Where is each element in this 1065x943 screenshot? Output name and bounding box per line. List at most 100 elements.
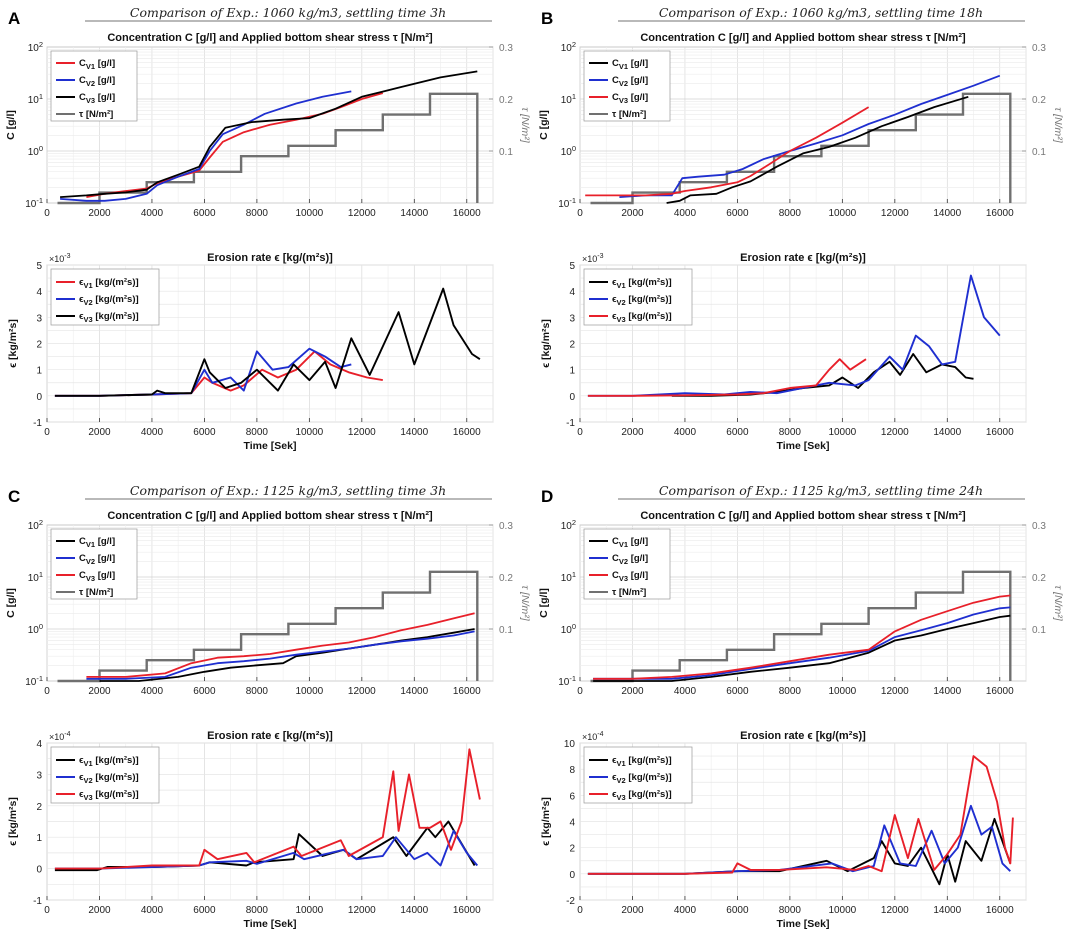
y-tick-label: 100 bbox=[28, 144, 43, 158]
x-tick-label: 0 bbox=[44, 208, 50, 219]
x-tick-label: 6000 bbox=[193, 686, 216, 697]
concentration-plot: Concentration C [g/l] and Applied bottom… bbox=[5, 510, 531, 697]
x-tick-label: 14000 bbox=[933, 686, 961, 697]
y-right-tick-label: 0.1 bbox=[1032, 147, 1046, 158]
y-tick-label: 10-1 bbox=[558, 196, 576, 210]
concentration-series-line-2 bbox=[60, 90, 352, 202]
y-axis-label: C [g/l] bbox=[5, 588, 17, 618]
x-tick-label: 2000 bbox=[621, 686, 644, 697]
x-axis-label: Time [Sek] bbox=[777, 918, 830, 930]
y-axis-label: C [g/l] bbox=[5, 110, 17, 140]
y-tick-label: 100 bbox=[561, 622, 576, 636]
legend-label: CV1 [g/l] bbox=[612, 58, 648, 71]
x-tick-label: 2000 bbox=[621, 208, 644, 219]
x-tick-label: 4000 bbox=[141, 686, 164, 697]
concentration-series-line-1 bbox=[593, 614, 1011, 682]
x-tick-label: 10000 bbox=[295, 208, 323, 219]
x-tick-label: 16000 bbox=[986, 427, 1014, 438]
x-axis-label: Time [Sek] bbox=[244, 918, 297, 930]
concentration-title: Concentration C [g/l] and Applied bottom… bbox=[107, 510, 433, 522]
y-right-axis-label: τ [N/m²] bbox=[1052, 107, 1064, 144]
y-right-tick-label: 0.3 bbox=[499, 43, 513, 54]
x-tick-label: 6000 bbox=[193, 208, 216, 219]
legend-label: τ [N/m²] bbox=[612, 587, 646, 598]
x-tick-label: 14000 bbox=[400, 427, 428, 438]
panel-D: D Comparison of Exp.: 1125 kg/m3, settlin… bbox=[538, 483, 1064, 930]
erosion-series-line-3 bbox=[54, 287, 481, 397]
legend-label: CV3 [g/l] bbox=[79, 570, 115, 583]
x-tick-label: 8000 bbox=[779, 427, 802, 438]
y-tick-label: 102 bbox=[561, 40, 576, 54]
x-tick-label: 10000 bbox=[295, 427, 323, 438]
panel-letter: D bbox=[541, 487, 553, 506]
y-axis-label: ϵ [kg/m²s] bbox=[7, 319, 19, 368]
y-tick-label: 100 bbox=[561, 144, 576, 158]
concentration-plot: Concentration C [g/l] and Applied bottom… bbox=[5, 32, 531, 219]
x-tick-label: 16000 bbox=[453, 427, 481, 438]
legend-label: CV1 [g/l] bbox=[79, 536, 115, 549]
y-tick-label: 1 bbox=[36, 366, 42, 377]
y-tick-label: 4 bbox=[569, 818, 575, 829]
x-tick-label: 12000 bbox=[348, 686, 376, 697]
legend-label: τ [N/m²] bbox=[79, 109, 113, 120]
y-tick-label: 10-1 bbox=[25, 196, 43, 210]
y-right-tick-label: 0.1 bbox=[499, 147, 513, 158]
x-tick-label: 2000 bbox=[621, 905, 644, 916]
x-tick-label: 4000 bbox=[674, 208, 697, 219]
erosion-series-line-3 bbox=[54, 748, 481, 870]
y-tick-label: 102 bbox=[28, 40, 43, 54]
legend-label: ϵV3 [kg/(m²s)] bbox=[79, 311, 139, 324]
concentration-title: Concentration C [g/l] and Applied bottom… bbox=[640, 510, 966, 522]
concentration-series-line-3 bbox=[585, 106, 870, 197]
y-tick-label: 3 bbox=[569, 313, 575, 324]
concentration-title: Concentration C [g/l] and Applied bottom… bbox=[107, 32, 433, 44]
x-tick-label: 10000 bbox=[295, 905, 323, 916]
legend-label: τ [N/m²] bbox=[79, 587, 113, 598]
concentration-legend: CV1 [g/l] CV2 [g/l] CV3 [g/l] τ [N/m²] bbox=[50, 528, 138, 600]
y-tick-label: 10-1 bbox=[25, 674, 43, 688]
y-right-tick-label: 0.2 bbox=[1032, 573, 1046, 584]
x-tick-label: 10000 bbox=[295, 686, 323, 697]
y-axis-label: ϵ [kg/m²s] bbox=[7, 797, 19, 846]
x-tick-label: 0 bbox=[577, 686, 583, 697]
x-tick-label: 12000 bbox=[881, 905, 909, 916]
y-tick-label: 102 bbox=[28, 518, 43, 532]
erosion-title: Erosion rate ϵ [kg/(m²s)] bbox=[740, 252, 866, 264]
x-tick-label: 8000 bbox=[779, 905, 802, 916]
legend-label: CV3 [g/l] bbox=[79, 92, 115, 105]
x-tick-label: 6000 bbox=[726, 686, 749, 697]
concentration-series-line-1 bbox=[99, 628, 475, 682]
y-tick-label: 0 bbox=[36, 865, 42, 876]
x-tick-label: 4000 bbox=[141, 905, 164, 916]
y-tick-label: 2 bbox=[569, 844, 575, 855]
legend-label: ϵV3 [kg/(m²s)] bbox=[612, 789, 672, 802]
panel-letter: A bbox=[8, 9, 20, 28]
concentration-plot: Concentration C [g/l] and Applied bottom… bbox=[538, 510, 1064, 697]
erosion-plot: Erosion rate ϵ [kg/(m²s)]0 2000 4000 6000 80… bbox=[7, 252, 494, 452]
legend-label: ϵV1 [kg/(m²s)] bbox=[612, 277, 672, 290]
y-tick-label: 3 bbox=[36, 770, 42, 781]
x-axis-label: Time [Sek] bbox=[244, 440, 297, 452]
concentration-legend: CV1 [g/l] CV2 [g/l] CV3 [g/l] τ [N/m²] bbox=[583, 50, 671, 122]
concentration-series-line-3 bbox=[60, 70, 478, 198]
y-exponent: ×10-4 bbox=[49, 731, 71, 742]
y-tick-label: 2 bbox=[569, 340, 575, 351]
y-right-tick-label: 0.2 bbox=[499, 95, 513, 106]
x-tick-label: 2000 bbox=[88, 905, 111, 916]
x-tick-label: 12000 bbox=[348, 905, 376, 916]
erosion-plot: Erosion rate ϵ [kg/(m²s)]0 2000 4000 6000 80… bbox=[540, 730, 1027, 930]
x-tick-label: 0 bbox=[44, 427, 50, 438]
y-tick-label: 8 bbox=[569, 765, 575, 776]
legend-label: ϵV3 [kg/(m²s)] bbox=[612, 311, 672, 324]
x-tick-label: 12000 bbox=[881, 427, 909, 438]
y-tick-label: 5 bbox=[36, 261, 42, 272]
y-tick-label: 3 bbox=[36, 313, 42, 324]
concentration-title: Concentration C [g/l] and Applied bottom… bbox=[640, 32, 966, 44]
legend-label: ϵV2 [kg/(m²s)] bbox=[79, 294, 139, 307]
panel-letter: C bbox=[8, 487, 20, 506]
erosion-series-line-2 bbox=[587, 804, 1011, 875]
x-tick-label: 6000 bbox=[726, 208, 749, 219]
panel-letter: B bbox=[541, 9, 553, 28]
x-tick-label: 0 bbox=[44, 905, 50, 916]
x-tick-label: 8000 bbox=[779, 686, 802, 697]
